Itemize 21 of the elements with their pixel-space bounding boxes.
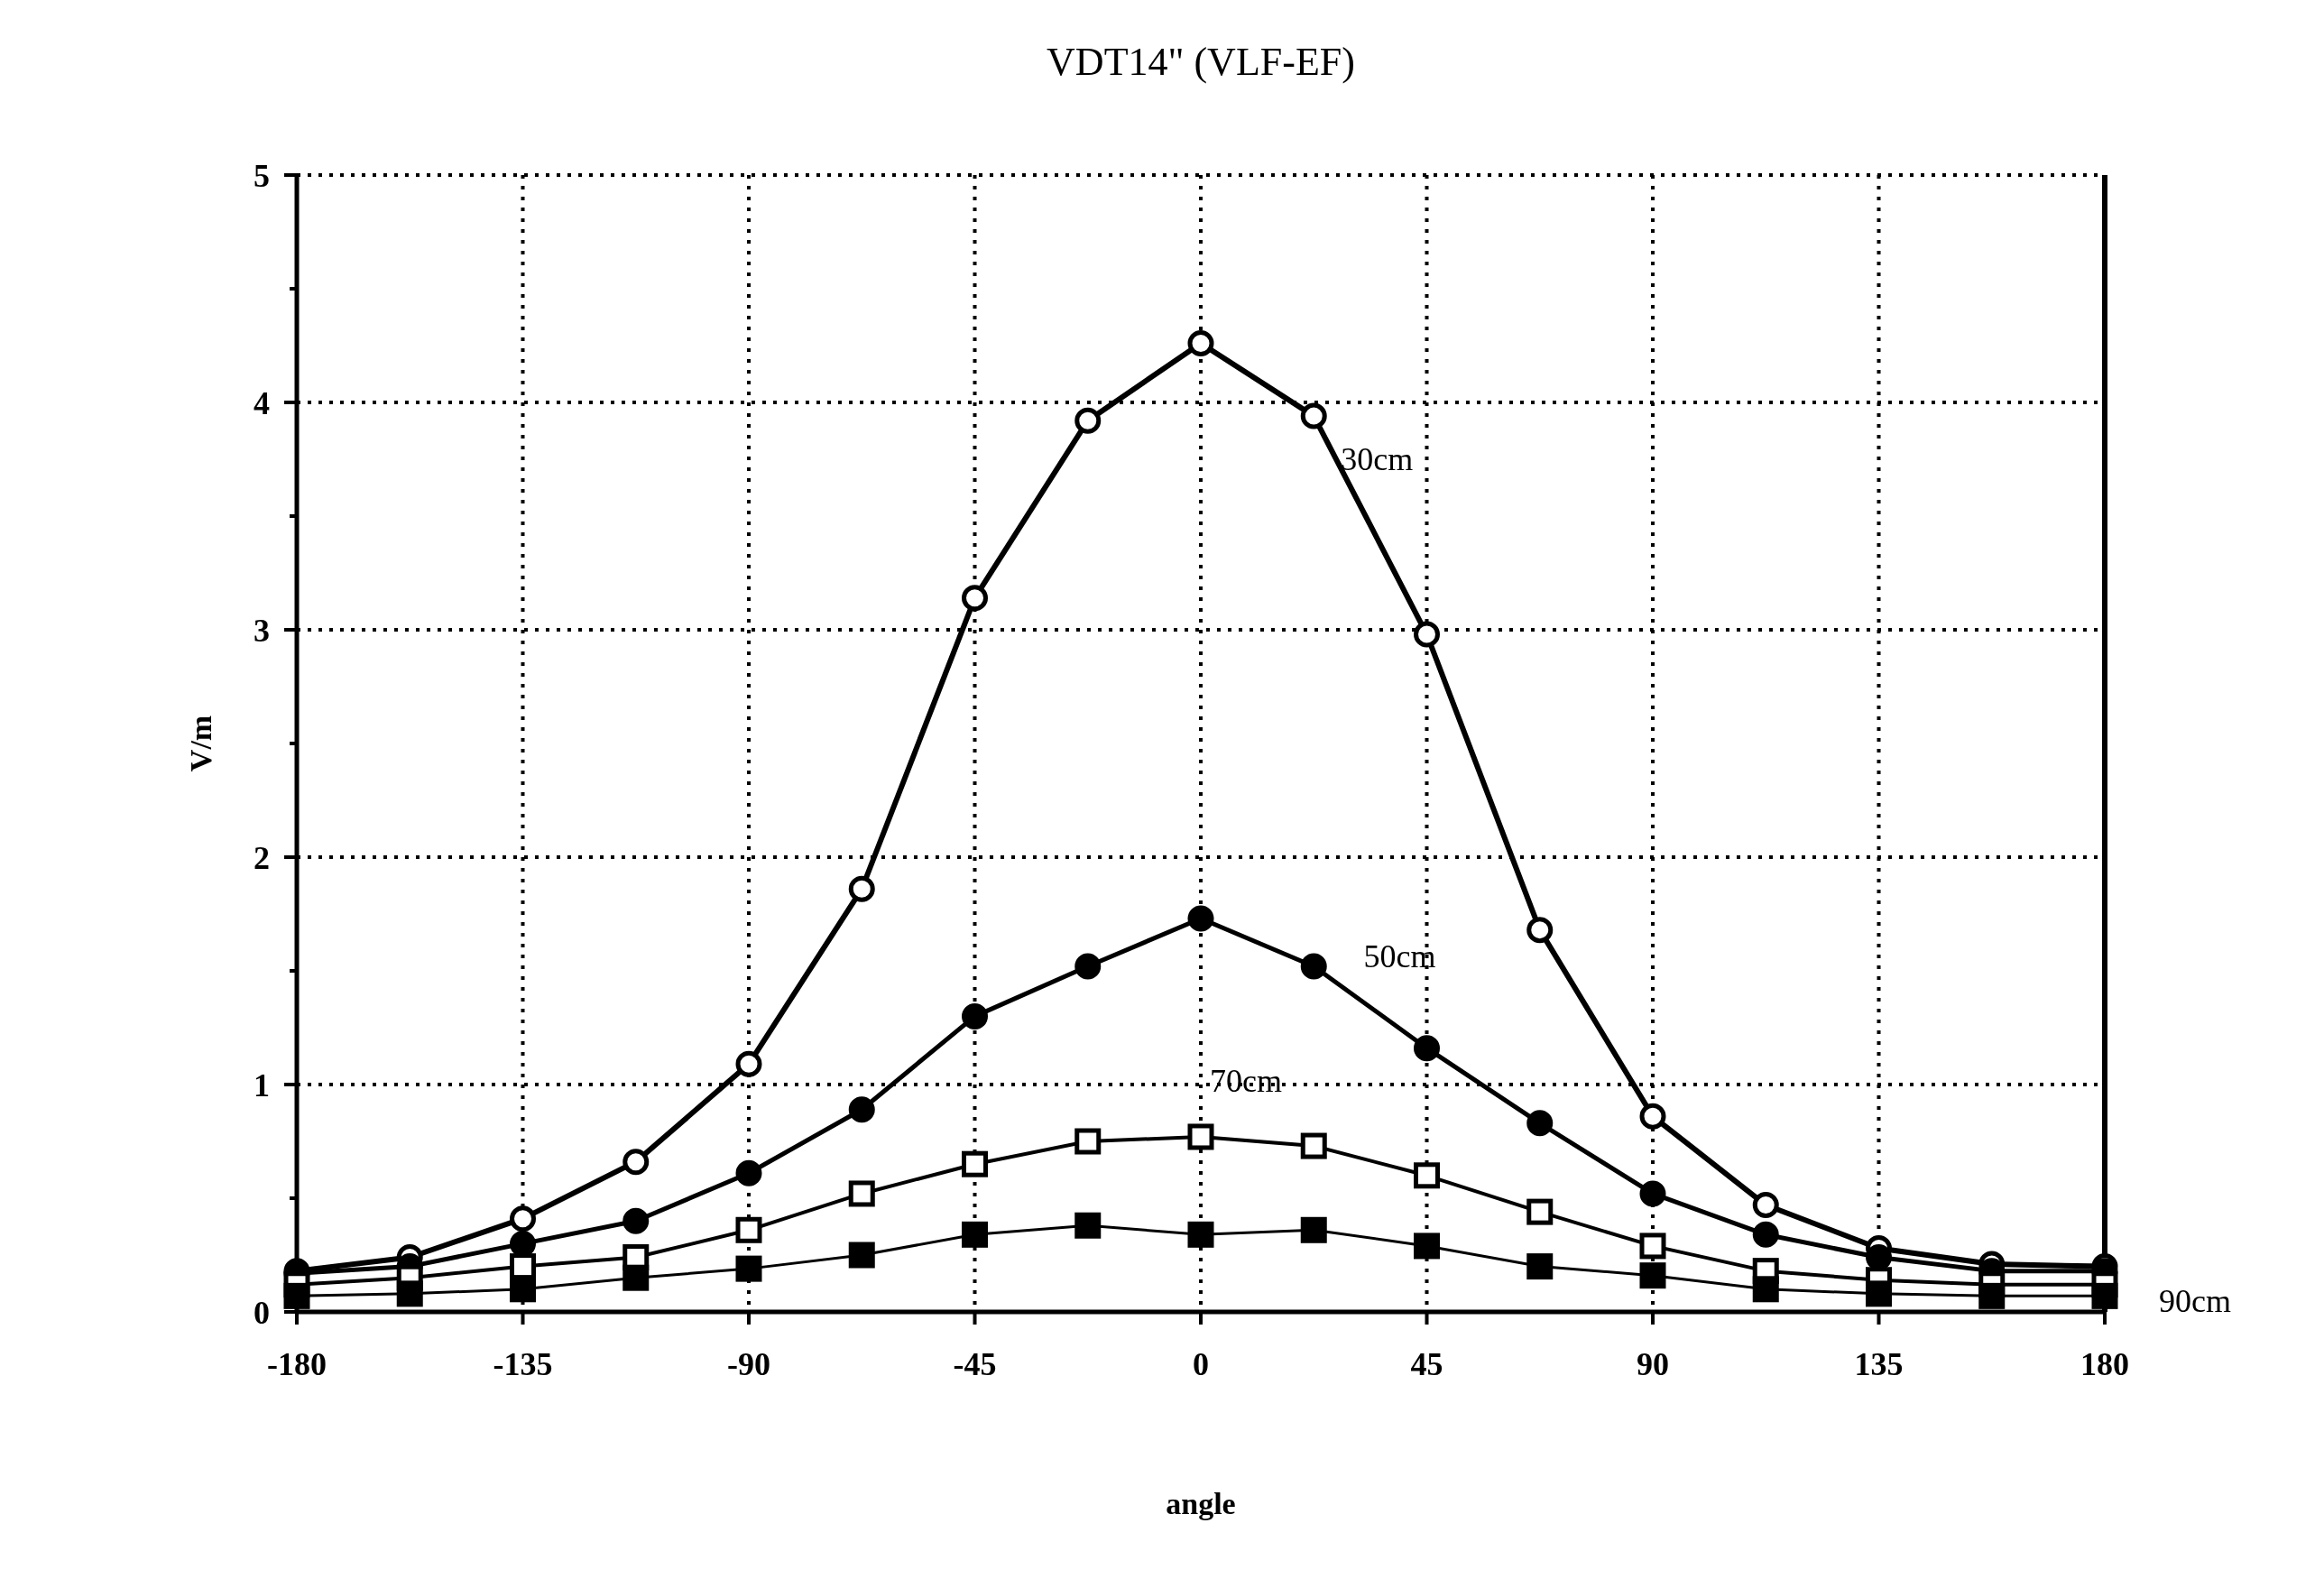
x-tick-label: 135 — [1854, 1346, 1904, 1382]
x-tick-label: -180 — [267, 1346, 327, 1382]
y-tick-label: 0 — [254, 1295, 270, 1331]
y-tick-label: 4 — [254, 385, 270, 421]
x-tick-label: -135 — [493, 1346, 553, 1382]
x-axis-title: angle — [1166, 1487, 1236, 1520]
y-axis-title: V/m — [184, 715, 217, 772]
x-tick-label: 90 — [1637, 1346, 1669, 1382]
x-tick-label: 0 — [1193, 1346, 1209, 1382]
x-tick-label: 180 — [2080, 1346, 2129, 1382]
chart-title: VDT14" (VLF-EF) — [1047, 40, 1355, 84]
y-tick-label: 1 — [254, 1067, 270, 1103]
y-tick-label: 5 — [254, 158, 270, 194]
x-tick-label: 45 — [1410, 1346, 1443, 1382]
y-tick-label: 3 — [254, 613, 270, 649]
y-tick-label: 2 — [254, 840, 270, 876]
x-tick-label: -45 — [953, 1346, 997, 1382]
x-tick-label: -90 — [727, 1346, 770, 1382]
series-label: 50cm — [1363, 937, 1436, 974]
series-label: 30cm — [1341, 441, 1414, 478]
series-label: 90cm — [2159, 1283, 2231, 1320]
